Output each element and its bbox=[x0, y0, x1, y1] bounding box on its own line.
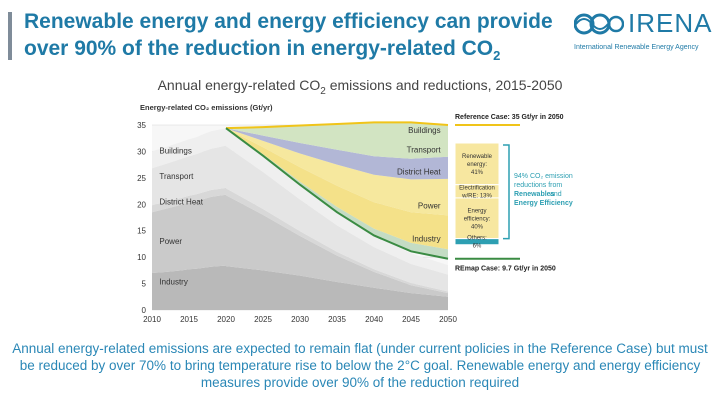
reduction-band-district-heat bbox=[226, 128, 448, 216]
emission-reduction-bracket bbox=[503, 144, 510, 240]
x-tick-label-2045: 2045 bbox=[402, 315, 420, 324]
band-label-district-heat: District Heat bbox=[397, 168, 441, 177]
note-line-2: reductions from bbox=[514, 182, 562, 189]
bottom-caption: Annual energy-related emissions are expe… bbox=[12, 341, 708, 390]
note-line-1: 94% CO₂ emission bbox=[514, 173, 573, 180]
remap-case-line bbox=[225, 127, 449, 260]
note-line-3-suffix: and bbox=[550, 191, 562, 198]
x-tick-label-2020: 2020 bbox=[217, 315, 235, 324]
y-tick-label-35: 35 bbox=[137, 121, 146, 130]
breakdown-label-energy-efficiency-0: Energy bbox=[467, 208, 486, 214]
breakdown-segment-energy-efficiency bbox=[454, 197, 500, 240]
reduction-band-transport bbox=[226, 128, 448, 180]
logo-wordmark: IRENA bbox=[628, 8, 713, 38]
chart-title-rest: emissions and reductions, 2015-2050 bbox=[325, 77, 563, 93]
reduction-band-power bbox=[226, 128, 448, 250]
irena-logo-icon bbox=[574, 13, 624, 35]
reference-case-label: Reference Case: 35 Gt/yr in 2050 bbox=[455, 114, 564, 121]
breakdown-label-others-1: 6% bbox=[473, 244, 482, 250]
reference-case-line bbox=[225, 121, 449, 130]
area-label-power: Power bbox=[159, 237, 182, 246]
chart-title-main: Annual energy-related CO bbox=[157, 77, 321, 93]
area-label-buildings: Buildings bbox=[159, 147, 191, 156]
x-tick-label-2040: 2040 bbox=[365, 315, 383, 324]
history-area-district-heat bbox=[152, 187, 226, 213]
y-tick-label-15: 15 bbox=[137, 227, 146, 236]
reduction-band-industry bbox=[226, 128, 448, 259]
title-accent-bar bbox=[8, 12, 12, 60]
chart-title-subscript: 2 bbox=[320, 85, 326, 97]
band-label-power: Power bbox=[418, 202, 441, 211]
x-tick-label-2025: 2025 bbox=[254, 315, 272, 324]
band-label-buildings: Buildings bbox=[408, 126, 440, 135]
history-area-buildings bbox=[152, 128, 226, 169]
history-area-power bbox=[152, 194, 226, 273]
breakdown-label-energy-efficiency-1: efficiency: bbox=[464, 216, 491, 222]
breakdown-label-electrification-w-re-0: Electrification bbox=[459, 185, 495, 191]
breakdown-label-renewable-energy-1: energy: bbox=[467, 162, 487, 168]
remap-area-transport bbox=[226, 146, 448, 292]
x-tick-label-2015: 2015 bbox=[180, 315, 198, 324]
logo-tagline: International Renewable Energy Agency bbox=[574, 44, 699, 51]
y-tick-label-25: 25 bbox=[137, 174, 146, 183]
breakdown-label-electrification-w-re-1: w/RE: 13% bbox=[461, 193, 492, 199]
title-line-2: over 90% of the reduction in energy-rela… bbox=[24, 37, 494, 60]
remap-area-power bbox=[226, 195, 448, 297]
chart-title: Annual energy-related CO2 emissions and … bbox=[0, 77, 720, 97]
breakdown-label-renewable-energy-0: Renewable bbox=[462, 154, 493, 160]
history-area-industry bbox=[152, 265, 226, 310]
irena-logo: IRENA International Renewable Energy Age… bbox=[574, 8, 714, 58]
remap-case-label: REmap Case: 9.7 Gt/yr in 2050 bbox=[455, 266, 556, 273]
page-title: Renewable energy and energy efficiency c… bbox=[24, 8, 564, 69]
y-axis-label: Energy-related CO₂ emissions (Gt/yr) bbox=[140, 103, 273, 112]
title-line-1: Renewable energy and energy efficiency c… bbox=[24, 10, 553, 33]
y-tick-label-5: 5 bbox=[142, 280, 147, 289]
title-subscript: 2 bbox=[493, 48, 501, 64]
breakdown-segment-others bbox=[454, 238, 500, 246]
x-tick-label-2050: 2050 bbox=[439, 315, 457, 324]
note-line-3: Renewables bbox=[514, 191, 555, 198]
reduction-band-buildings bbox=[226, 122, 448, 159]
history-area-transport bbox=[152, 145, 226, 206]
x-tick-label-2010: 2010 bbox=[143, 315, 161, 324]
y-tick-label-30: 30 bbox=[137, 147, 146, 156]
area-label-transport: Transport bbox=[159, 172, 194, 181]
breakdown-label-renewable-energy-2: 41% bbox=[471, 170, 484, 176]
remap-area-buildings bbox=[226, 128, 448, 275]
breakdown-label-others-0: Others: bbox=[467, 236, 487, 242]
y-tick-label-10: 10 bbox=[137, 253, 146, 262]
remap-area-industry bbox=[226, 266, 448, 310]
x-tick-label-2030: 2030 bbox=[291, 315, 309, 324]
breakdown-label-energy-efficiency-2: 40% bbox=[471, 224, 484, 230]
note-line-4: Energy Efficiency bbox=[514, 200, 573, 207]
y-tick-label-20: 20 bbox=[137, 200, 146, 209]
band-label-transport: Transport bbox=[407, 145, 442, 154]
area-label-industry: Industry bbox=[159, 278, 187, 287]
y-tick-label-0: 0 bbox=[142, 306, 147, 315]
x-tick-label-2035: 2035 bbox=[328, 315, 346, 324]
band-label-industry: Industry bbox=[412, 234, 440, 243]
area-label-district-heat: District Heat bbox=[159, 197, 203, 206]
